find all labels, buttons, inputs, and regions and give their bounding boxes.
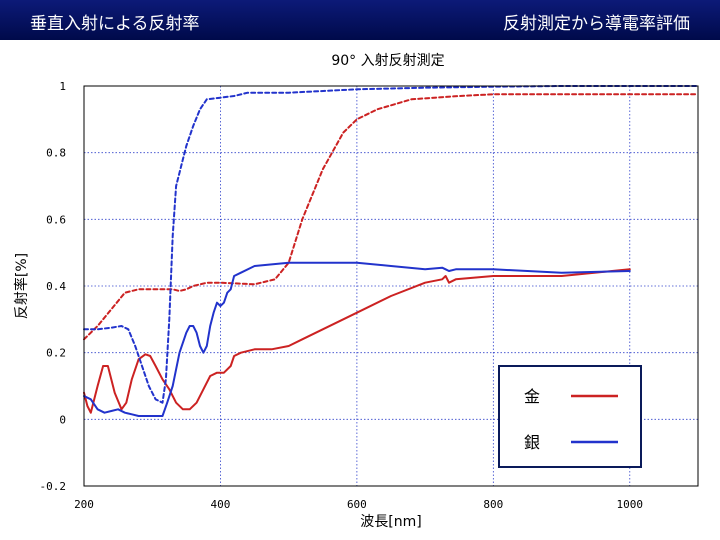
series-line-silver-dashed bbox=[83, 85, 699, 404]
x-axis-label: 波長[nm] bbox=[360, 514, 421, 530]
tick-labels: 200 400 600 800 1000 -0.2 0 0.2 0.4 0.6 0.8 1 bbox=[40, 80, 644, 511]
x-tick-label: 800 bbox=[483, 498, 503, 511]
legend-box bbox=[498, 365, 642, 468]
plot-frame bbox=[83, 85, 699, 487]
y-tick-label: 0.4 bbox=[46, 280, 66, 293]
slide-title-right: 反射測定から導電率評価 bbox=[503, 14, 690, 34]
y-tick-label: 0.6 bbox=[46, 213, 66, 226]
x-tick-label: 1000 bbox=[617, 498, 644, 511]
legend: 金銀 bbox=[498, 365, 642, 468]
legend-label: 金 bbox=[524, 387, 540, 406]
x-tick-label: 600 bbox=[347, 498, 367, 511]
slide-title-left: 垂直入射による反射率 bbox=[30, 14, 200, 34]
y-axis-label: 反射率[%] bbox=[13, 253, 30, 319]
y-tick-label: 1 bbox=[59, 80, 66, 93]
y-tick-label: 0.8 bbox=[46, 147, 66, 160]
legend-label: 銀 bbox=[524, 433, 540, 452]
x-tick-label: 200 bbox=[74, 498, 94, 511]
y-tick-label: 0 bbox=[59, 413, 66, 426]
title-bar: 垂直入射による反射率 反射測定から導電率評価 bbox=[0, 0, 720, 40]
y-tick-label: -0.2 bbox=[40, 480, 67, 493]
x-tick-label: 400 bbox=[211, 498, 231, 511]
chart-title: 90° 入射反射測定 bbox=[331, 53, 444, 69]
series-line-gold-dashed bbox=[83, 93, 699, 341]
series-line-silver-solid bbox=[83, 261, 631, 417]
y-tick-label: 0.2 bbox=[46, 347, 66, 360]
series-layer bbox=[83, 85, 699, 417]
series-line-gold-solid bbox=[83, 268, 631, 414]
